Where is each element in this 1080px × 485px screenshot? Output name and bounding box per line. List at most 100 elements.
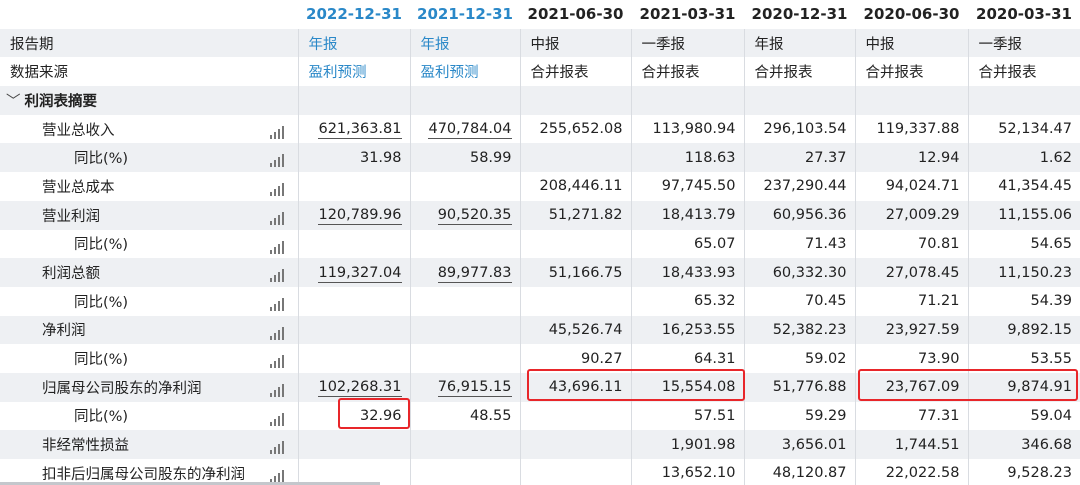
table-cell: 65.32 xyxy=(630,286,744,316)
table-cell: 65.07 xyxy=(630,229,744,259)
table-row: 营业利润 120,789.96 90,520.35 51,271.82 18,413.7… xyxy=(0,200,1080,230)
bar-chart-icon[interactable] xyxy=(268,467,284,483)
section-toggle[interactable]: ﹀ 利润表摘要 xyxy=(0,86,298,115)
table-cell: 119,337.88 xyxy=(854,114,968,144)
forecast-link[interactable]: 盈利预测 xyxy=(297,57,410,87)
table-cell: 73.90 xyxy=(854,344,968,373)
row-label-text: 营业总收入 xyxy=(42,122,115,139)
table-cell: 54.39 xyxy=(967,286,1080,316)
bar-chart-icon[interactable] xyxy=(268,123,284,139)
table-cell: 57.51 xyxy=(630,401,744,431)
bar-chart-icon[interactable] xyxy=(268,238,284,254)
table-cell: 中报 xyxy=(854,28,968,58)
cell-value: 113,980.94 xyxy=(652,121,736,138)
table-cell: 23,767.09 xyxy=(854,372,968,402)
table-cell: 118.63 xyxy=(630,143,744,173)
table-cell xyxy=(409,315,520,345)
chevron-down-icon[interactable]: ﹀ xyxy=(6,93,21,110)
cell-value: 77.31 xyxy=(917,407,960,424)
table-cell: 60,956.36 xyxy=(743,200,855,230)
table-cell: 合并报表 xyxy=(743,57,855,87)
table-cell: 94,024.71 xyxy=(854,172,968,201)
bar-chart-icon[interactable] xyxy=(268,438,284,455)
cell-value: 90,520.35 xyxy=(437,207,512,226)
bar-chart-icon[interactable] xyxy=(268,209,284,225)
cell-value: 102,268.31 xyxy=(318,379,402,398)
cell-value: 51,271.82 xyxy=(548,207,623,224)
table-cell: 89,977.83 xyxy=(409,258,520,287)
table-cell xyxy=(519,401,631,431)
table-cell xyxy=(297,459,410,485)
cell-value: 12.94 xyxy=(917,149,960,166)
table-cell: 208,446.11 xyxy=(519,172,631,201)
table-cell: 11,150.23 xyxy=(967,258,1080,287)
bar-chart-icon[interactable] xyxy=(268,295,284,311)
table-cell: 27,078.45 xyxy=(854,258,968,287)
table-cell: 45,526.74 xyxy=(519,315,631,345)
cell-value: 296,103.54 xyxy=(763,121,847,138)
table-cell xyxy=(519,143,631,173)
bar-chart-icon[interactable] xyxy=(268,180,284,197)
table-cell: 32.96 xyxy=(297,401,410,431)
cell-value: 65.07 xyxy=(693,235,736,252)
bar-chart-icon[interactable] xyxy=(268,151,284,168)
col-header-date[interactable]: 2020-06-30 xyxy=(855,0,968,29)
table-row: 同比(%) 32.96 48.55 57.51 59.29 77.31 59.04 xyxy=(0,401,1080,431)
cell-value: 51,776.88 xyxy=(772,379,847,396)
table-cell: 1,901.98 xyxy=(630,430,744,459)
row-label: 同比(%) xyxy=(0,143,298,173)
table-cell xyxy=(519,229,631,259)
table-cell: 60,332.30 xyxy=(743,258,855,287)
cell-value: 118.63 xyxy=(684,149,736,166)
table-cell: 合并报表 xyxy=(519,57,631,87)
row-label: 同比(%) xyxy=(0,344,298,373)
table-cell: 52,134.47 xyxy=(967,114,1080,144)
table-cell: 120,789.96 xyxy=(297,200,410,230)
bar-chart-icon[interactable] xyxy=(268,266,284,283)
row-label: 数据来源 xyxy=(0,57,298,87)
bar-chart-icon[interactable] xyxy=(268,352,284,369)
horizontal-scrollbar[interactable] xyxy=(0,482,380,485)
table-cell xyxy=(297,315,410,345)
table-cell xyxy=(409,229,520,259)
bar-chart-icon[interactable] xyxy=(268,381,284,397)
cell-value: 27,078.45 xyxy=(885,264,960,281)
table-cell: 27.37 xyxy=(743,143,855,173)
col-header-date[interactable]: 2021-03-31 xyxy=(631,0,744,29)
table-cell: 51,776.88 xyxy=(743,372,855,402)
bar-chart-icon[interactable] xyxy=(268,410,284,426)
table-cell: 77.31 xyxy=(854,401,968,431)
col-header-date[interactable]: 2022-12-31 xyxy=(298,0,410,29)
col-header-date[interactable]: 2021-12-31 xyxy=(410,0,520,29)
table-row: 同比(%) 65.32 70.45 71.21 54.39 xyxy=(0,286,1080,316)
cell-value: 23,927.59 xyxy=(885,321,960,338)
table-cell: 中报 xyxy=(519,28,631,58)
row-label: 非经常性损益 xyxy=(0,430,298,459)
table-cell: 15,554.08 xyxy=(630,372,744,402)
table-cell xyxy=(519,459,631,485)
highlight-box-1 xyxy=(338,398,410,429)
cell-value: 90.27 xyxy=(580,350,623,367)
table-cell: 71.43 xyxy=(743,229,855,259)
table-cell: 18,413.79 xyxy=(630,200,744,230)
col-header-date[interactable]: 2020-12-31 xyxy=(744,0,855,29)
cell-value: 11,150.23 xyxy=(998,264,1072,281)
row-label-text: 非经常性损益 xyxy=(42,438,129,455)
table-cell: 22,022.58 xyxy=(854,459,968,485)
cell-value: 9,528.23 xyxy=(1007,465,1072,482)
table-cell: 一季报 xyxy=(967,28,1080,58)
highlight-box-3 xyxy=(858,369,1078,401)
table-cell: 59.04 xyxy=(967,401,1080,431)
cell-value: 57.51 xyxy=(693,407,736,424)
row-label-text: 利润总额 xyxy=(42,266,100,283)
forecast-link[interactable]: 盈利预测 xyxy=(409,57,520,87)
col-header-date[interactable]: 2021-06-30 xyxy=(520,0,631,29)
bar-chart-icon[interactable] xyxy=(268,324,284,340)
table-cell: 16,253.55 xyxy=(630,315,744,345)
section-row[interactable]: ﹀ 利润表摘要 xyxy=(0,86,1080,115)
table-cell: 9,892.15 xyxy=(967,315,1080,345)
row-label-text: 同比(%) xyxy=(74,151,129,168)
col-header-date[interactable]: 2020-03-31 xyxy=(968,0,1080,29)
row-label: 同比(%) xyxy=(0,401,298,431)
